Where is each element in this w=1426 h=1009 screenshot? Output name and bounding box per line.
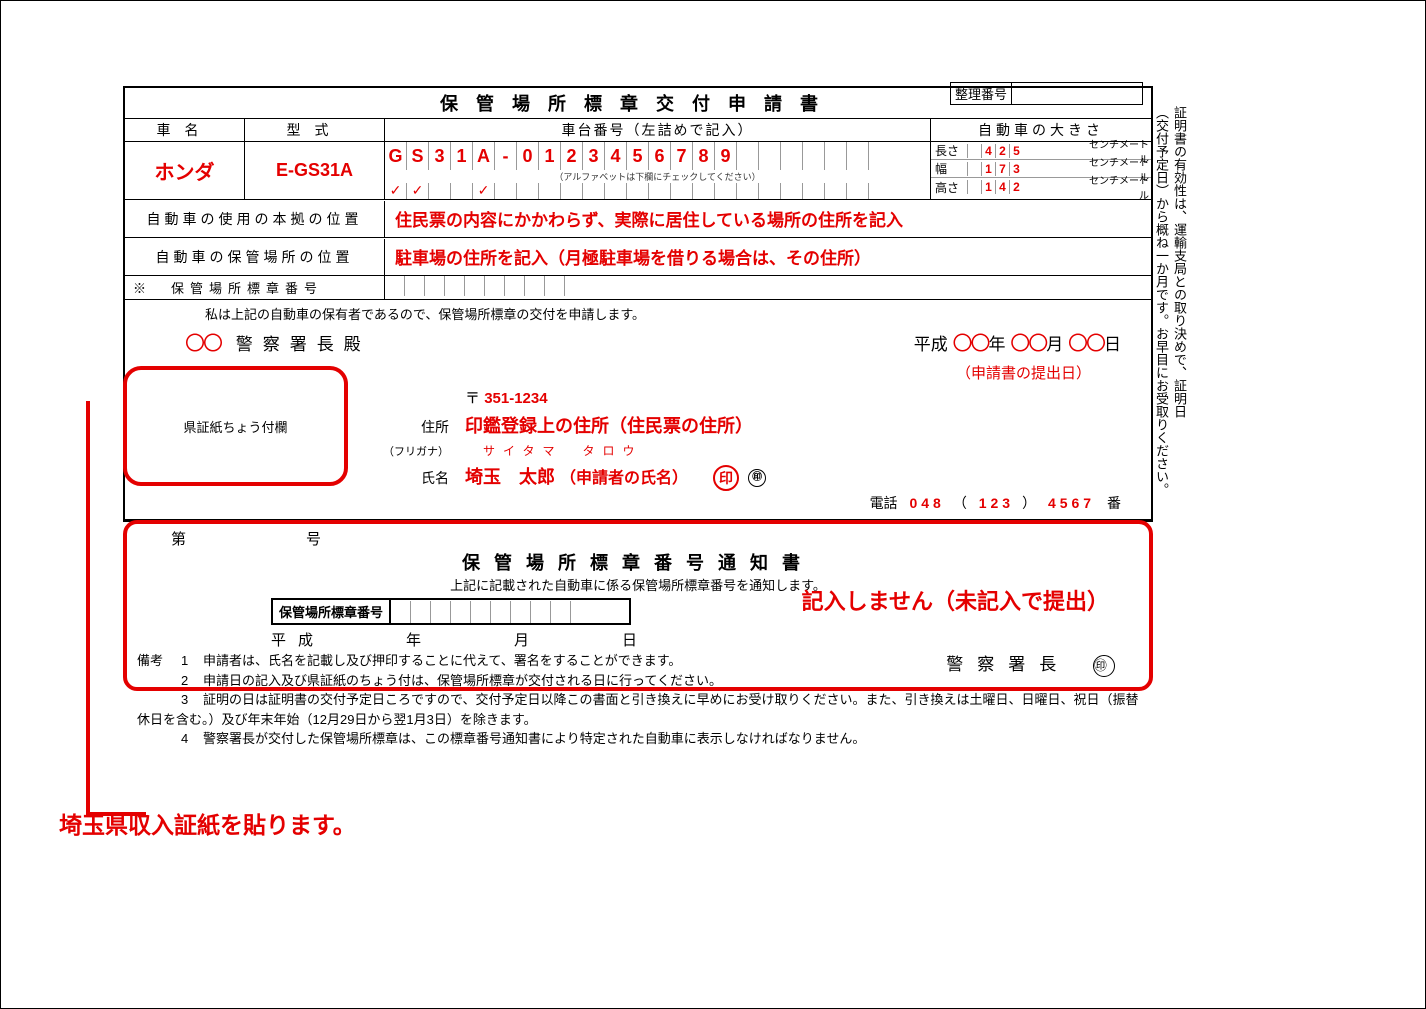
type-value: E-GS31A <box>245 142 385 199</box>
declaration-text: 私は上記の自動車の保有者であるので、保管場所標章の交付を申請します。 <box>125 300 1151 325</box>
reference-number-label: 整理番号 <box>951 83 1012 104</box>
store-location-label: 自動車の保管場所の位置 <box>125 239 385 275</box>
police-date-row: 〇〇 警察署長殿 平成 〇〇年 〇〇月 〇〇日 <box>125 325 1151 362</box>
side-note-2: （交付予定日）から概ね一か月です。お早目にお受取りください。 <box>1150 106 1171 496</box>
application-date: 平成 〇〇年 〇〇月 〇〇日 <box>914 327 1121 356</box>
store-location-row: 自動車の保管場所の位置 駐車場の住所を記入（月極駐車場を借りる場合は、その住所） <box>125 238 1151 276</box>
vin-note: （アルファベットは下欄にチェックしてください） <box>385 170 930 183</box>
vin-area: GS31A-0123456789 （アルファベットは下欄にチェックしてください）… <box>385 142 931 199</box>
notice-title: 保管場所標章番号通知書 <box>141 549 1135 575</box>
column-headers: 車名 型式 車台番号（左詰めで記入） 自動車の大きさ <box>125 119 1151 142</box>
use-location-label: 自動車の使用の本拠の位置 <box>125 201 385 237</box>
col-vin: 車台番号（左詰めで記入） <box>385 119 931 141</box>
sticker-number-box: 保管場所標章番号 <box>271 598 631 625</box>
furigana-label: （フリガナ） <box>365 443 465 459</box>
furigana-value: サイタマ タロウ <box>465 442 1151 459</box>
sticker-number-row: ※ 保管場所標章番号 <box>125 276 1151 300</box>
use-location-row: 自動車の使用の本拠の位置 住民票の内容にかかわらず、実際に居住している場所の住所… <box>125 200 1151 238</box>
callout-text: 埼玉県収入証紙を貼ります。 <box>59 806 356 840</box>
telephone-row: 電話 048（ 123） 4567 番 <box>365 493 1151 513</box>
remarks: 備考1申請者は、氏名を記載し及び押印することに代えて、署名をすることができます。… <box>137 651 1142 749</box>
notice-number-line: 第 号 <box>141 528 1135 549</box>
vin-value: GS31A-0123456789 <box>385 142 930 170</box>
postal-code: 351-1234 <box>484 390 547 407</box>
values-row: ホンダ E-GS31A GS31A-0123456789 （アルファベットは下欄… <box>125 142 1151 200</box>
col-type: 型式 <box>245 119 385 141</box>
form: 整理番号 保管場所標章交付申請書 車名 型式 車台番号（左詰めで記入） 自動車の… <box>123 86 1153 691</box>
size-box: 長さ425センチメートル幅173センチメートル高さ142センチメートル <box>931 142 1151 199</box>
name-label: 氏名 <box>365 468 465 488</box>
seal-icon: 印 <box>713 465 739 491</box>
address-label: 住所 <box>365 417 465 437</box>
car-name-value: ホンダ <box>125 142 245 199</box>
revenue-stamp-area: 県証紙ちょう付欄 <box>123 366 348 486</box>
vin-checks: ✓✓✓ <box>385 183 930 199</box>
side-note-1: 証明書の有効性は、運輸支局との取り決めで、証明日 <box>1168 106 1189 418</box>
reference-number: 整理番号 <box>950 82 1143 105</box>
name-value: 埼玉 太郎 （申請者の氏名） 印 ㊞ <box>465 463 1151 491</box>
main-table: 保管場所標章交付申請書 車名 型式 車台番号（左詰めで記入） 自動車の大きさ ホ… <box>123 86 1153 522</box>
col-car-name: 車名 <box>125 119 245 141</box>
use-location-value: 住民票の内容にかかわらず、実際に居住している場所の住所を記入 <box>385 200 1151 237</box>
sticker-number-label: ※ 保管場所標章番号 <box>125 276 385 299</box>
do-not-fill-note: 記入しません（未記入で提出） <box>802 584 1109 616</box>
sticker-number-boxes <box>385 276 565 299</box>
seal-mark-icon: ㊞ <box>748 469 766 487</box>
address-value: 印鑑登録上の住所（住民票の住所） <box>465 412 1151 438</box>
store-location-value: 駐車場の住所を記入（月極駐車場を借りる場合は、その住所） <box>385 238 1151 275</box>
police-addressee: 〇〇 警察署長殿 <box>185 327 371 356</box>
notice-date: 平成 年 月 日 <box>141 629 1135 650</box>
